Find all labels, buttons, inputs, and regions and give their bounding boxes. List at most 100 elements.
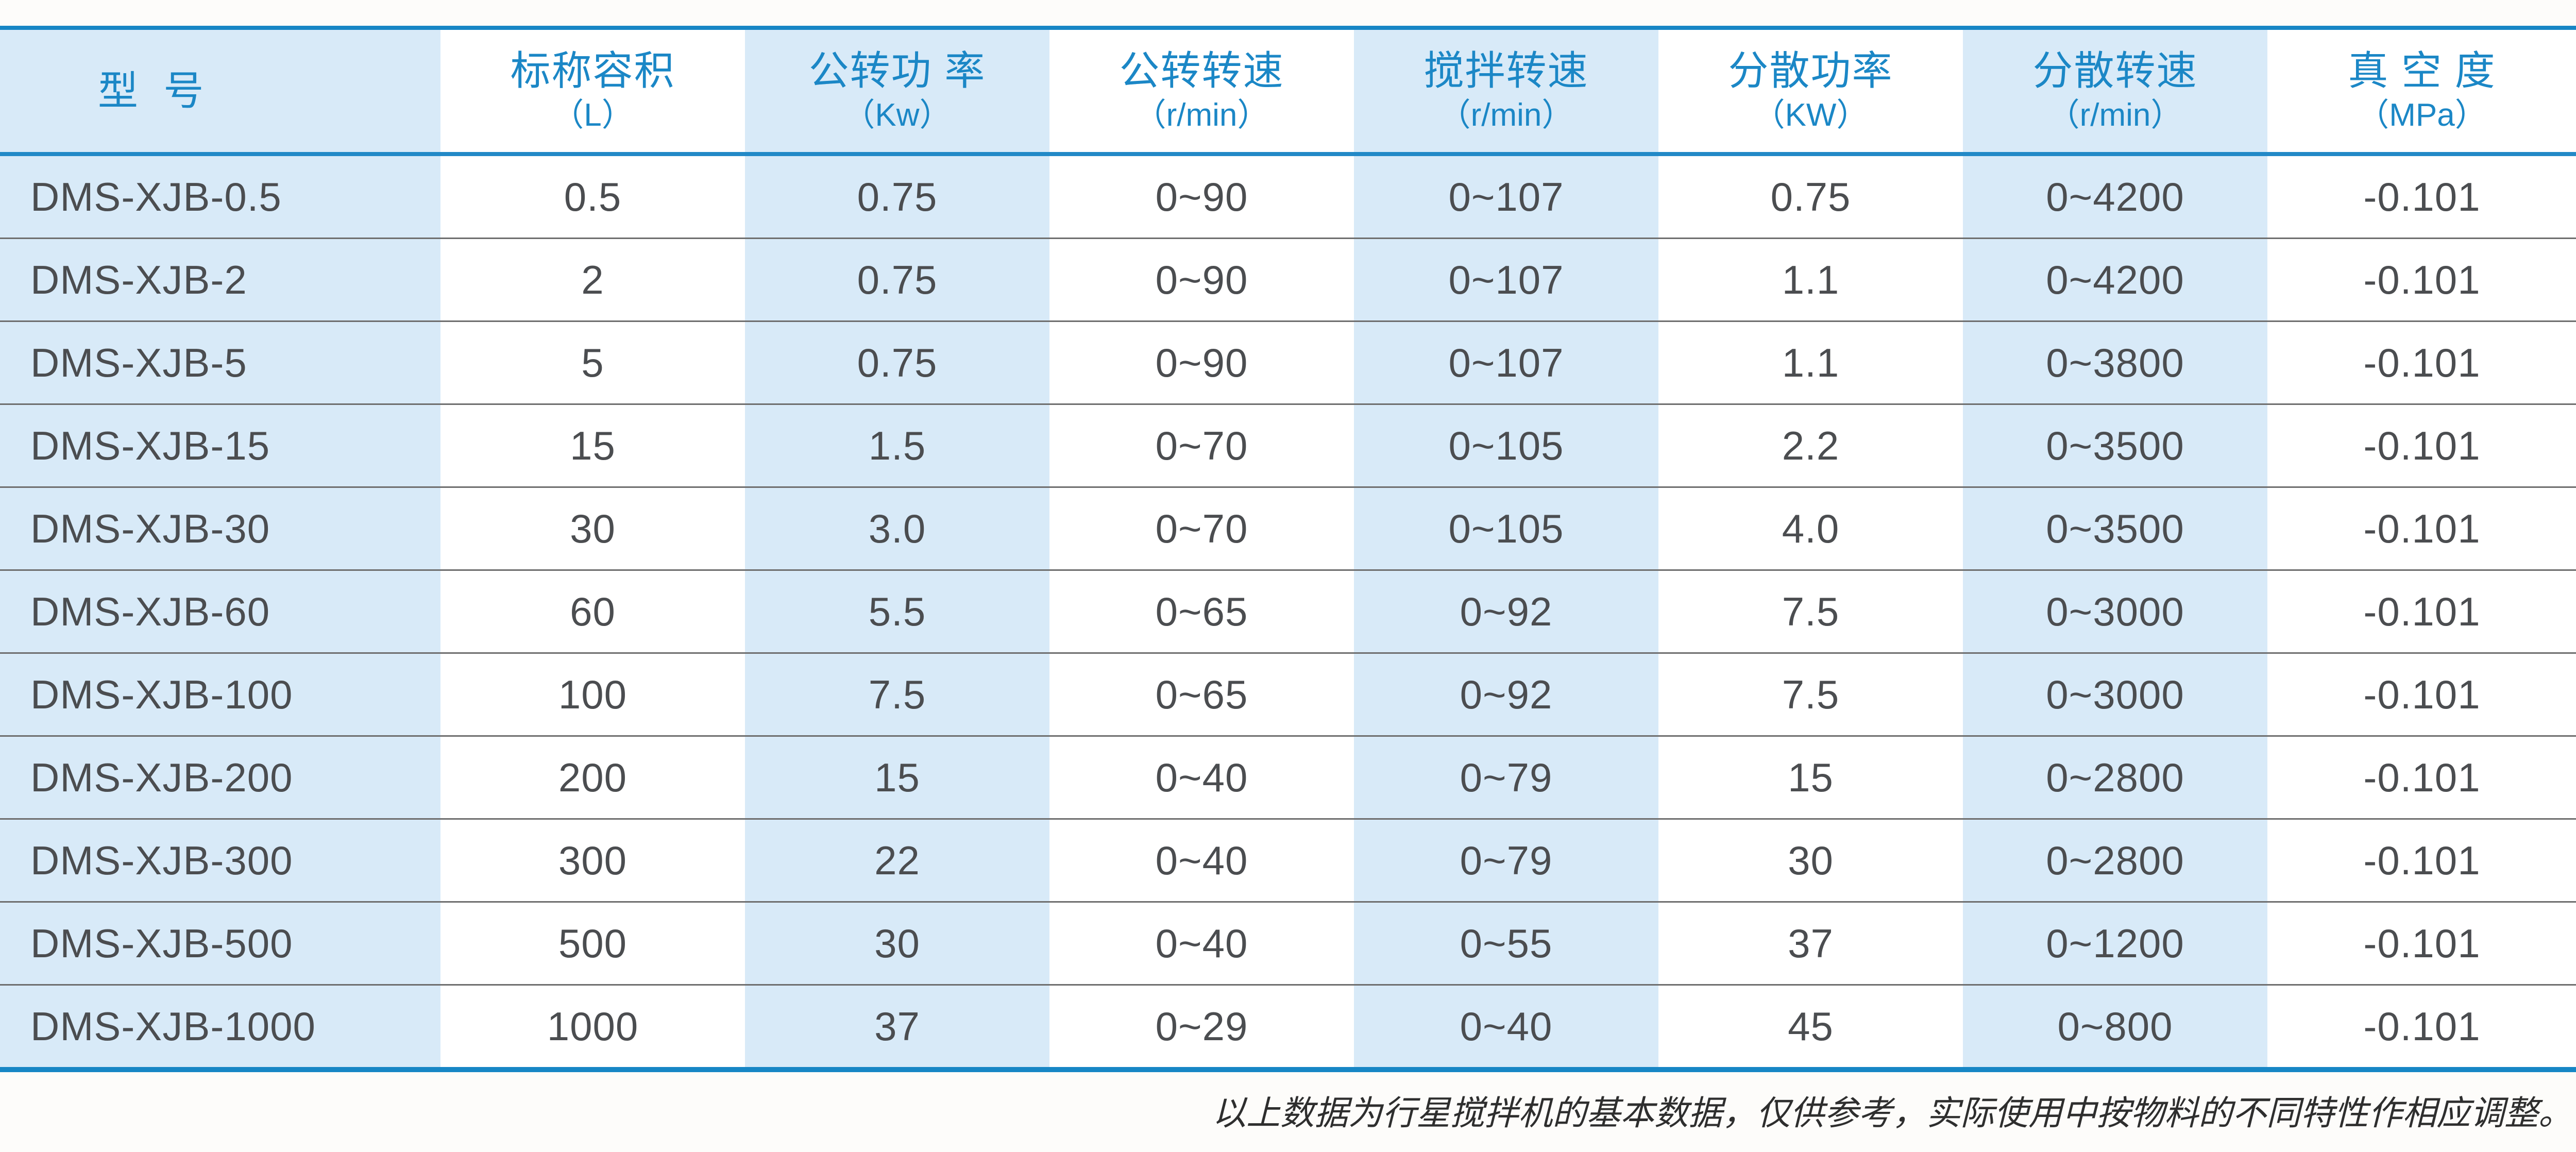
header-unit: （Kw）: [843, 97, 952, 133]
table-cell-rev-speed: 0~70: [1049, 405, 1354, 486]
table-row: DMS-XJB-1000 1000 37 0~29 0~40 45 0~800 …: [0, 984, 2576, 1067]
header-unit: （MPa）: [2357, 97, 2487, 133]
table-row: DMS-XJB-0.5 0.5 0.75 0~90 0~107 0.75 0~4…: [0, 156, 2576, 238]
table-row: DMS-XJB-2 2 0.75 0~90 0~107 1.1 0~4200 -…: [0, 238, 2576, 320]
table-cell-disp-speed: 0~3500: [1963, 405, 2267, 486]
table-cell-vacuum: -0.101: [2267, 322, 2576, 403]
table-cell-vacuum: -0.101: [2267, 488, 2576, 569]
table-cell-model: DMS-XJB-30: [0, 488, 440, 569]
table-cell-disp-speed: 0~3000: [1963, 571, 2267, 652]
table-cell-disp-power: 4.0: [1658, 488, 1963, 569]
header-label: 公转功 率: [808, 47, 986, 93]
table-row: DMS-XJB-100 100 7.5 0~65 0~92 7.5 0~3000…: [0, 652, 2576, 735]
table-cell-rev-speed: 0~40: [1049, 903, 1354, 984]
table-cell-stir-speed: 0~55: [1354, 903, 1658, 984]
header-label: 标称容积: [510, 47, 675, 93]
table-cell-volume: 15: [440, 405, 745, 486]
table-cell-rev-speed: 0~90: [1049, 239, 1354, 320]
header-label: 分散转速: [2032, 47, 2198, 93]
table-cell-model: DMS-XJB-15: [0, 405, 440, 486]
table-cell-rev-speed: 0~70: [1049, 488, 1354, 569]
table-cell-rev-speed: 0~90: [1049, 322, 1354, 403]
table-cell-model: DMS-XJB-0.5: [0, 156, 440, 238]
table-cell-volume: 2: [440, 239, 745, 320]
table-cell-rev-power: 5.5: [745, 571, 1049, 652]
table-cell-stir-speed: 0~92: [1354, 654, 1658, 735]
footnote: 以上数据为行星搅拌机的基本数据，仅供参考，实际使用中按物料的不同特性作相应调整。: [1212, 1093, 2572, 1133]
table-cell-model: DMS-XJB-300: [0, 820, 440, 901]
table-cell-model: DMS-XJB-100: [0, 654, 440, 735]
table-cell-rev-power: 1.5: [745, 405, 1049, 486]
table-cell-disp-speed: 0~3000: [1963, 654, 2267, 735]
table-cell-stir-speed: 0~107: [1354, 156, 1658, 238]
table-cell-rev-power: 3.0: [745, 488, 1049, 569]
table-cell-disp-speed: 0~800: [1963, 986, 2267, 1067]
table-row: DMS-XJB-30 30 3.0 0~70 0~105 4.0 0~3500 …: [0, 486, 2576, 569]
table-cell-vacuum: -0.101: [2267, 820, 2576, 901]
header-unit: （r/min）: [2047, 97, 2183, 133]
table-cell-stir-speed: 0~40: [1354, 986, 1658, 1067]
header-cell-volume: 标称容积 （L）: [440, 30, 745, 152]
spec-table: 型 号 标称容积 （L） 公转功 率 （Kw） 公转转速 （r/min） 搅拌转…: [0, 26, 2576, 1072]
table-cell-rev-speed: 0~65: [1049, 571, 1354, 652]
table-header-row: 型 号 标称容积 （L） 公转功 率 （Kw） 公转转速 （r/min） 搅拌转…: [0, 30, 2576, 156]
header-cell-rev-power: 公转功 率 （Kw）: [745, 30, 1049, 152]
header-unit: （L）: [552, 97, 634, 133]
table-row: DMS-XJB-15 15 1.5 0~70 0~105 2.2 0~3500 …: [0, 403, 2576, 486]
header-cell-stir-speed: 搅拌转速 （r/min）: [1354, 30, 1658, 152]
table-cell-vacuum: -0.101: [2267, 737, 2576, 818]
header-cell-disp-power: 分散功率 （KW）: [1658, 30, 1963, 152]
table-cell-stir-speed: 0~92: [1354, 571, 1658, 652]
table-row: DMS-XJB-60 60 5.5 0~65 0~92 7.5 0~3000 -…: [0, 569, 2576, 652]
table-cell-volume: 1000: [440, 986, 745, 1067]
table-cell-disp-power: 2.2: [1658, 405, 1963, 486]
table-cell-volume: 5: [440, 322, 745, 403]
header-label: 搅拌转速: [1423, 47, 1589, 93]
table-cell-volume: 60: [440, 571, 745, 652]
header-cell-disp-speed: 分散转速 （r/min）: [1963, 30, 2267, 152]
table-cell-disp-power: 7.5: [1658, 571, 1963, 652]
table-cell-disp-speed: 0~3500: [1963, 488, 2267, 569]
table-cell-volume: 500: [440, 903, 745, 984]
table-cell-vacuum: -0.101: [2267, 986, 2576, 1067]
table-cell-stir-speed: 0~105: [1354, 405, 1658, 486]
table-cell-volume: 100: [440, 654, 745, 735]
table-cell-rev-speed: 0~65: [1049, 654, 1354, 735]
header-label: 真 空 度: [2348, 47, 2496, 93]
table-cell-stir-speed: 0~79: [1354, 737, 1658, 818]
table-cell-volume: 200: [440, 737, 745, 818]
table-cell-vacuum: -0.101: [2267, 654, 2576, 735]
table-cell-disp-power: 37: [1658, 903, 1963, 984]
table-cell-rev-speed: 0~40: [1049, 820, 1354, 901]
table-cell-rev-power: 0.75: [745, 322, 1049, 403]
table-cell-disp-power: 30: [1658, 820, 1963, 901]
table-cell-disp-power: 1.1: [1658, 239, 1963, 320]
table-cell-vacuum: -0.101: [2267, 405, 2576, 486]
table-cell-vacuum: -0.101: [2267, 239, 2576, 320]
header-cell-rev-speed: 公转转速 （r/min）: [1049, 30, 1354, 152]
table-cell-disp-speed: 0~4200: [1963, 239, 2267, 320]
header-label: 型 号: [98, 67, 205, 113]
table-cell-model: DMS-XJB-500: [0, 903, 440, 984]
table-cell-rev-speed: 0~29: [1049, 986, 1354, 1067]
table-cell-rev-power: 15: [745, 737, 1049, 818]
table-row: DMS-XJB-500 500 30 0~40 0~55 37 0~1200 -…: [0, 901, 2576, 984]
header-label: 公转转速: [1119, 47, 1284, 93]
table-row: DMS-XJB-300 300 22 0~40 0~79 30 0~2800 -…: [0, 818, 2576, 901]
table-cell-stir-speed: 0~79: [1354, 820, 1658, 901]
table-cell-rev-power: 37: [745, 986, 1049, 1067]
table-cell-stir-speed: 0~105: [1354, 488, 1658, 569]
header-unit: （KW）: [1753, 97, 1869, 133]
header-cell-model: 型 号: [0, 30, 440, 152]
table-body: DMS-XJB-0.5 0.5 0.75 0~90 0~107 0.75 0~4…: [0, 156, 2576, 1067]
table-cell-stir-speed: 0~107: [1354, 322, 1658, 403]
table-cell-vacuum: -0.101: [2267, 571, 2576, 652]
table-row: DMS-XJB-200 200 15 0~40 0~79 15 0~2800 -…: [0, 735, 2576, 818]
table-cell-disp-power: 45: [1658, 986, 1963, 1067]
table-cell-rev-power: 0.75: [745, 239, 1049, 320]
table-cell-volume: 0.5: [440, 156, 745, 238]
header-cell-vacuum: 真 空 度 （MPa）: [2267, 30, 2576, 152]
table-cell-disp-speed: 0~2800: [1963, 820, 2267, 901]
table-cell-disp-speed: 0~1200: [1963, 903, 2267, 984]
